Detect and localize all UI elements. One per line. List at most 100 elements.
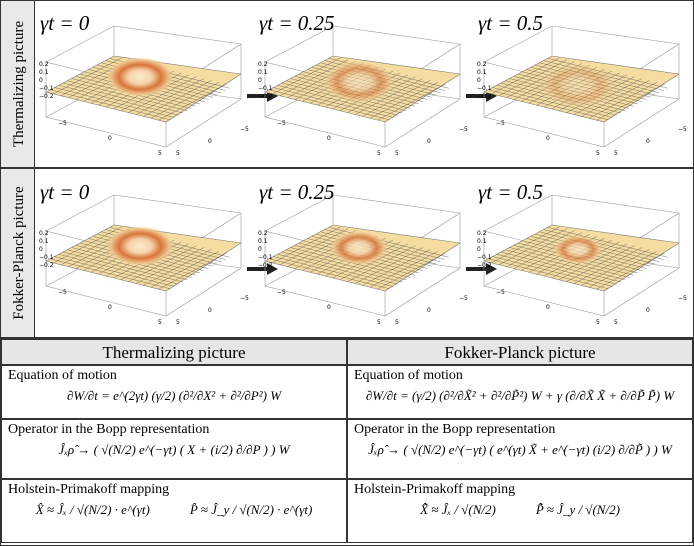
z-tick-label: 0.1 [39, 69, 49, 76]
plot-grid: Thermalizing picture 0.20.10−0.1−0.2−505 5… [0, 0, 694, 338]
y-tick-label: 0 [427, 307, 431, 314]
z-tick-label: 0 [39, 77, 43, 84]
z-tick-label: −0.1 [39, 254, 54, 261]
z-tick-label: 0.2 [477, 230, 487, 237]
x-tick-label: 5 [596, 150, 600, 157]
equation: X̂ ≈ Ĵₓ / √(N/2) · e^(γt) [35, 502, 150, 517]
table-cell: Operator in the Bopp representation Ĵₓρ̂ … [347, 419, 693, 479]
z-tick-label: −0.1 [258, 254, 273, 261]
y-tick-label: 5 [614, 150, 618, 157]
bump [106, 226, 174, 266]
x-tick-label: 5 [158, 150, 162, 157]
mesh-line [362, 249, 431, 286]
bump [553, 235, 603, 264]
x-tick-label: 5 [377, 150, 381, 157]
cell-label: Equation of motion [8, 368, 117, 383]
row-label: Thermalizing picture [11, 21, 27, 148]
panel-label: γt = 0 [40, 180, 90, 204]
equation: P̂ ≈ Ĵ_y / √(N/2) · e^(γt) [189, 502, 313, 517]
x-tick-label: 5 [377, 319, 381, 326]
equation: X̃̂ ≈ Ĵₓ / √(N/2) [420, 502, 496, 517]
mesh-line [588, 82, 658, 119]
equations: Ĵₓρ̂ → ( √(N/2) e^(−γt) ( X + (i/2) ∂/∂P… [8, 442, 340, 458]
z-tick-label: −0.2 [477, 262, 492, 269]
mesh-line [558, 243, 628, 280]
panel-label: γt = 0.5 [478, 180, 543, 204]
mesh-line [581, 249, 650, 286]
mesh-line [143, 249, 212, 286]
y-tick-label: 0 [208, 307, 212, 314]
mesh-line [150, 82, 220, 119]
y-tick-label: 5 [176, 319, 180, 326]
x-tick-label: 0 [327, 135, 331, 142]
cell-label: Equation of motion [354, 368, 463, 383]
mesh-line [135, 78, 205, 115]
mesh-line [596, 252, 665, 290]
bump [330, 230, 388, 265]
x-tick-label: −5 [496, 289, 505, 296]
x-tick-label: 5 [158, 319, 162, 326]
mesh-line [547, 227, 668, 258]
mesh-line [347, 245, 416, 282]
table-header: Fokker-Planck picture [347, 339, 693, 365]
arrow-head [486, 263, 497, 275]
x-tick-label: −5 [277, 289, 286, 296]
panel-label: γt = 0 [40, 11, 90, 35]
bump [106, 57, 174, 97]
z-tick-label: −0.1 [477, 85, 492, 92]
y-tick-label: 0 [208, 138, 212, 145]
z-tick-label: −0.1 [258, 85, 273, 92]
equations: ∂W/∂t = (γ/2) (∂²/∂X̃² + ∂²/∂P̃²) W + γ … [354, 388, 686, 404]
y-tick-label: 0 [646, 307, 650, 314]
x-tick-label: 0 [108, 304, 112, 311]
x-tick-label: 0 [546, 304, 550, 311]
z-tick-label: 0 [477, 77, 481, 84]
mesh-line [588, 251, 658, 288]
table-cell: Equation of motion ∂W/∂t = (γ/2) (∂²/∂X̃²… [347, 365, 693, 419]
mesh-line [596, 83, 665, 121]
mesh-line [150, 251, 220, 288]
surface-plot: 0.20.10−0.1−0.2−505 50−5 [477, 194, 687, 326]
equations: ∂W/∂t = e^(2γt) (γ/2) (∂²/∂X² + ∂²/∂P²) … [8, 388, 340, 404]
y-tick-label: −5 [678, 295, 687, 302]
z-tick-label: 0.1 [477, 238, 487, 245]
z-tick-label: −0.2 [39, 93, 54, 100]
mesh-line [362, 80, 431, 117]
equation: Ĵₓρ̂ → ( √(N/2) e^(−γt) ( e^(γt) X̃ + e^… [368, 442, 672, 457]
z-tick-label: 0 [258, 246, 262, 253]
x-tick-label: −5 [496, 120, 505, 127]
x-tick-label: 0 [327, 304, 331, 311]
table-cell: Holstein-Primakoff mapping X̃̂ ≈ Ĵₓ / √(N… [347, 479, 693, 543]
mesh-line [158, 252, 227, 290]
y-tick-label: 5 [395, 319, 399, 326]
y-tick-label: 5 [395, 150, 399, 157]
x-tick-label: 0 [108, 135, 112, 142]
cell-label: Holstein-Primakoff mapping [354, 482, 516, 497]
panel-label: γt = 0.5 [478, 11, 543, 35]
equation: P̃̂ ≈ Ĵ_y / √(N/2) [535, 502, 620, 517]
z-tick-label: 0 [258, 77, 262, 84]
z-tick-label: 0.2 [39, 230, 49, 237]
mesh-line [377, 83, 446, 121]
y-tick-label: 0 [427, 138, 431, 145]
z-tick-label: 0.1 [477, 69, 487, 76]
mesh-line [128, 245, 197, 282]
surface-plot: 0.20.10−0.1−0.2−505 50−5 [477, 25, 687, 157]
mesh-line [369, 82, 439, 119]
equation: Ĵₓρ̂ → ( √(N/2) e^(−γt) ( X + (i/2) ∂/∂P… [58, 442, 290, 457]
table: Thermalizing picture Fokker-Planck pictu… [0, 338, 694, 546]
mesh-line [566, 245, 635, 282]
z-tick-label: 0.2 [477, 61, 487, 68]
z-tick-label: 0.1 [258, 69, 268, 76]
mesh-line [573, 247, 643, 284]
z-tick-label: 0.1 [258, 238, 268, 245]
panel-label: γt = 0.25 [259, 180, 335, 204]
z-tick-label: −0.2 [258, 93, 273, 100]
equation: ∂W/∂t = (γ/2) (∂²/∂X̃² + ∂²/∂P̃²) W + γ … [365, 388, 675, 403]
row-label: Fokker-Planck picture [11, 186, 27, 320]
surface-plot: 0.20.10−0.1−0.2−505 50−5 [39, 194, 249, 326]
cell-label: Operator in the Bopp representation [354, 422, 556, 437]
y-tick-label: −5 [459, 126, 468, 133]
x-tick-label: 5 [596, 319, 600, 326]
mesh-line [128, 76, 197, 113]
